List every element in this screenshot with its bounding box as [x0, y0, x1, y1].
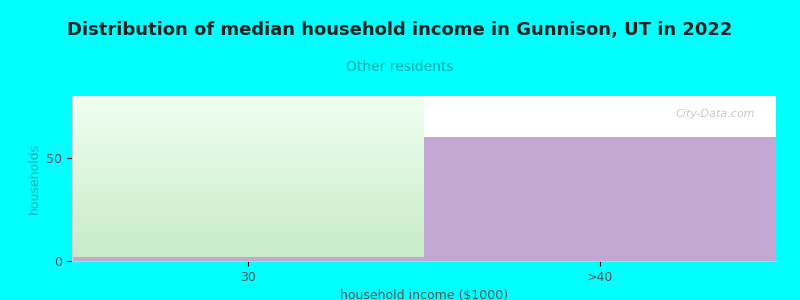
Text: Distribution of median household income in Gunnison, UT in 2022: Distribution of median household income …	[67, 21, 733, 39]
Y-axis label: households: households	[28, 143, 41, 214]
X-axis label: household income ($1000): household income ($1000)	[340, 289, 508, 300]
Bar	[424, 137, 776, 261]
Text: Other residents: Other residents	[346, 60, 454, 74]
Bar	[72, 257, 424, 261]
Text: City-Data.com: City-Data.com	[675, 109, 755, 119]
Bar	[424, 96, 776, 137]
